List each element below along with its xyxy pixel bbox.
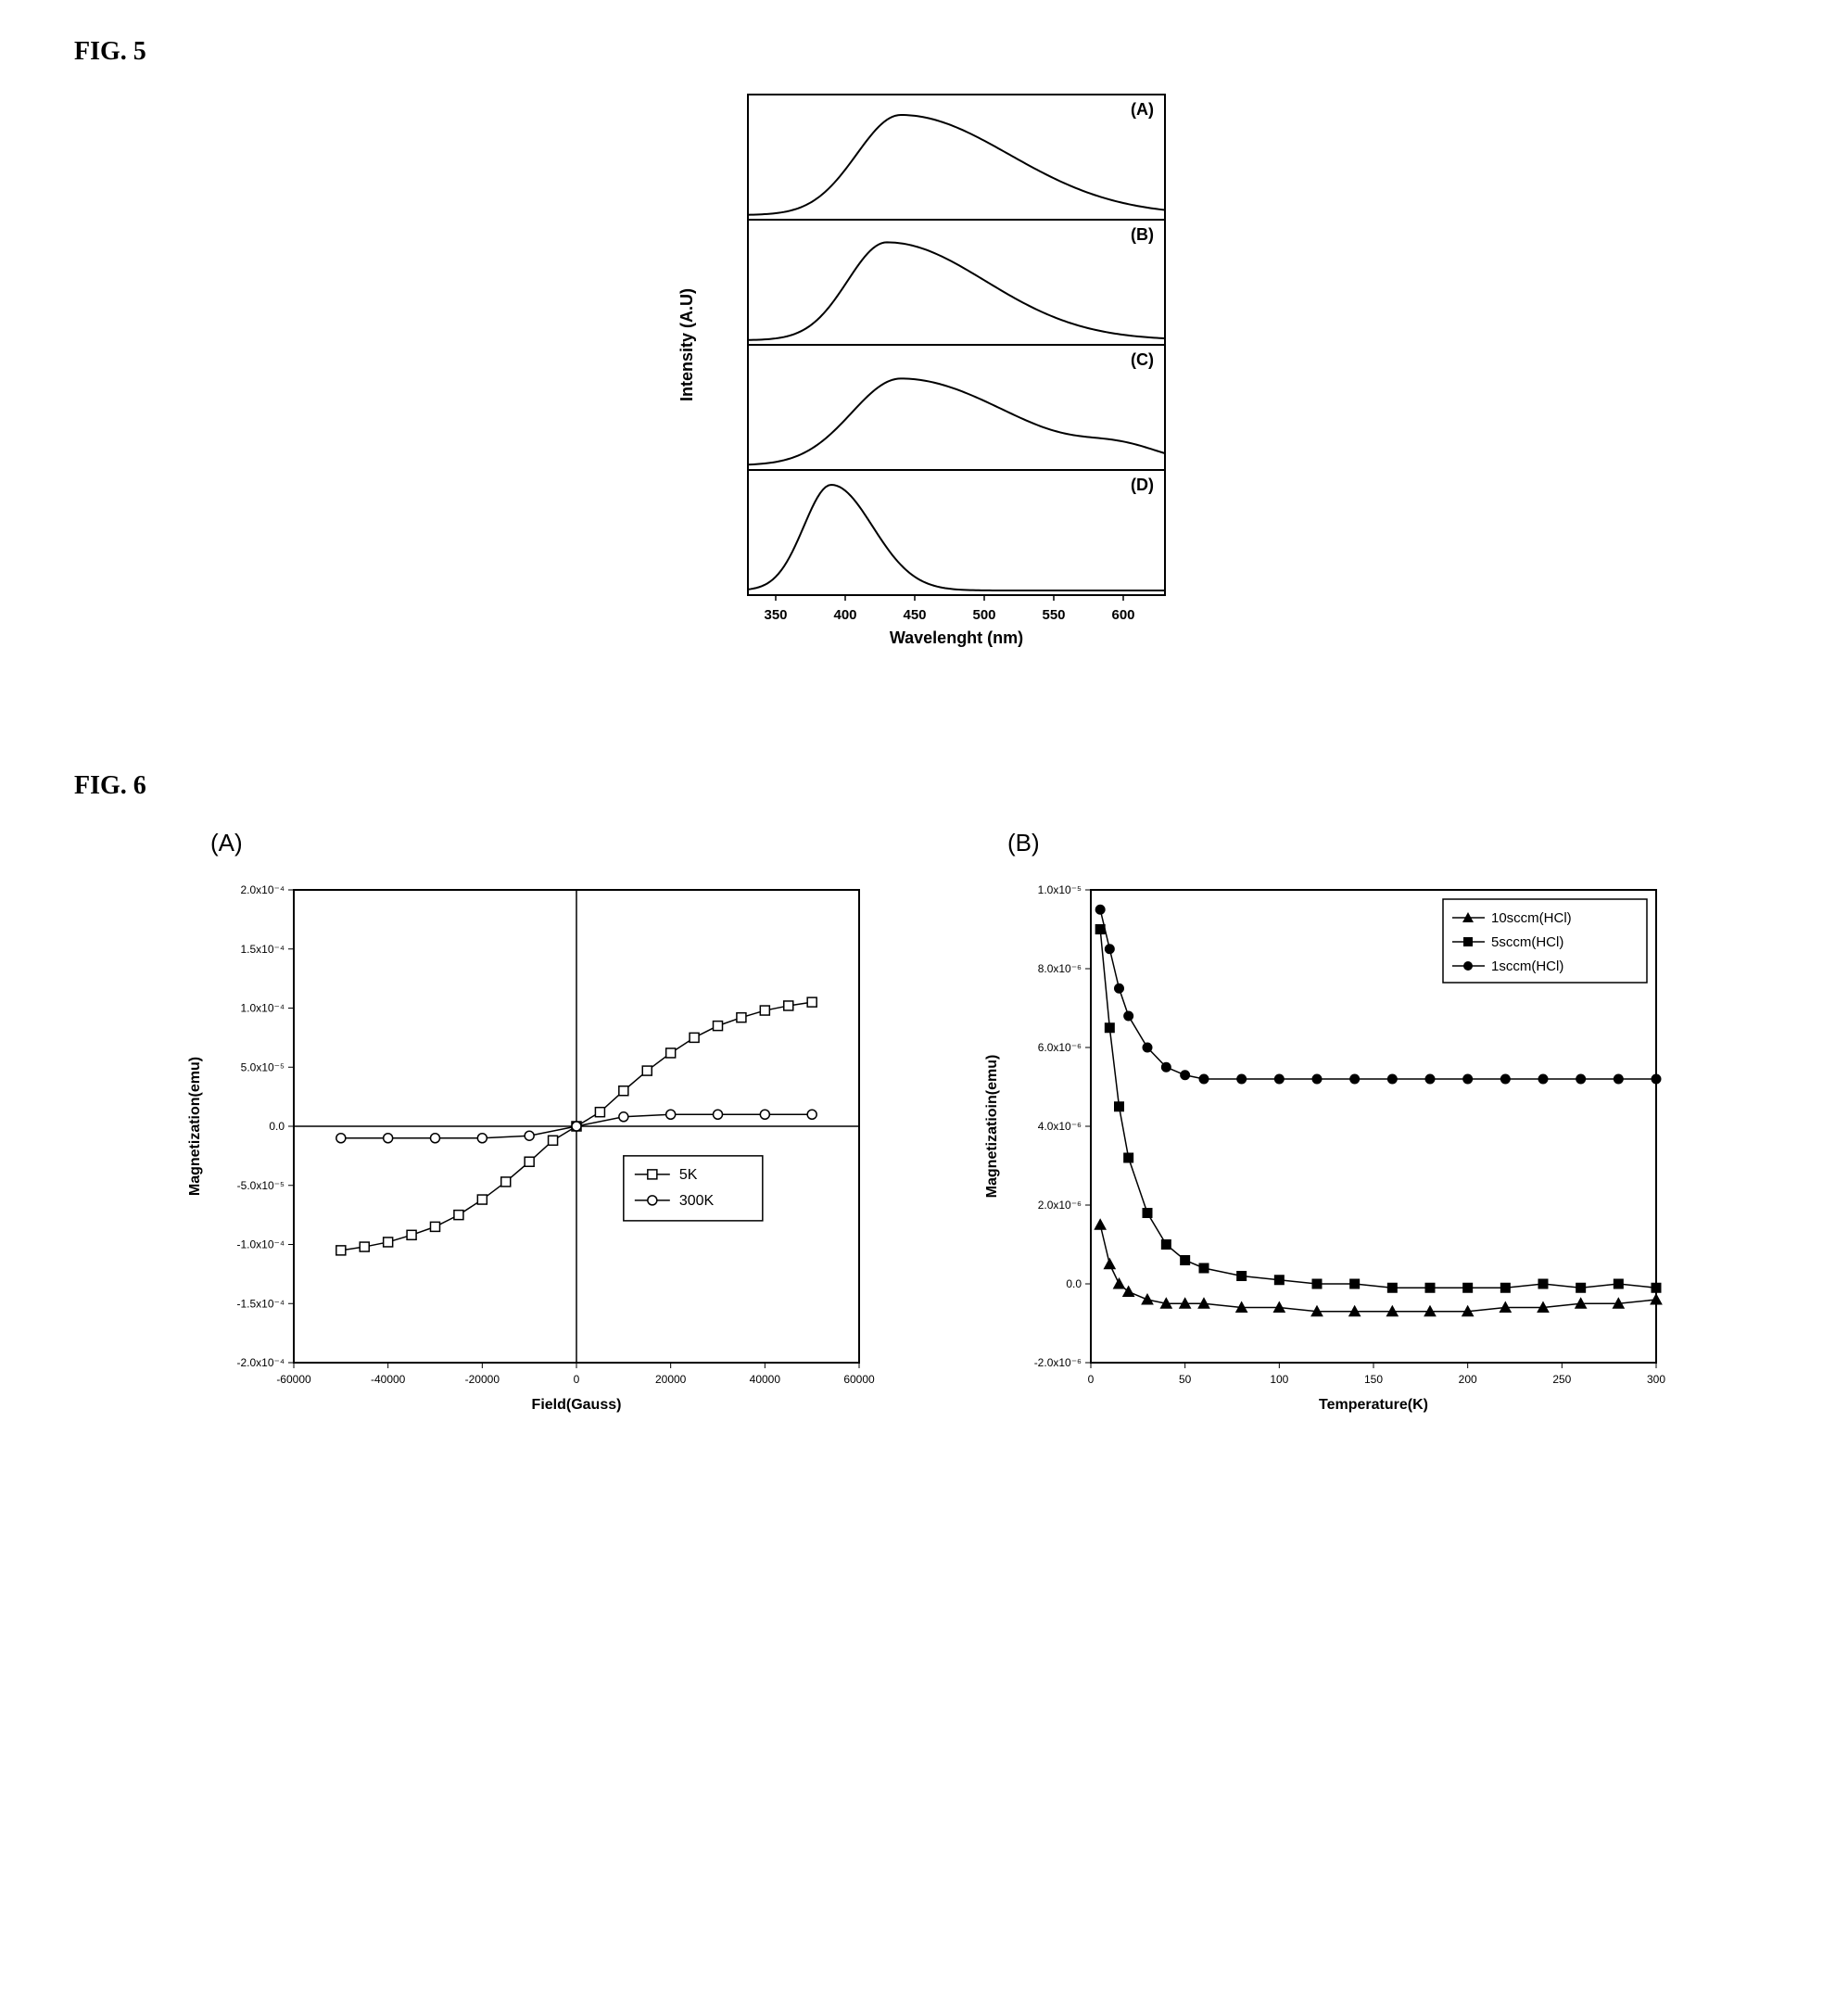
svg-text:-1.0x10⁻⁴: -1.0x10⁻⁴ — [236, 1238, 285, 1251]
svg-text:1.0x10⁻⁴: 1.0x10⁻⁴ — [240, 1002, 285, 1015]
fig5-chart: (A) (B) (C) (D) 350 400 450 500 550 600 Wavelenght… — [665, 85, 1183, 660]
svg-text:-2.0x10⁻⁴: -2.0x10⁻⁴ — [236, 1356, 285, 1369]
svg-text:50: 50 — [1179, 1373, 1192, 1386]
svg-text:300K: 300K — [679, 1193, 715, 1209]
svg-text:Wavelenght (nm): Wavelenght (nm) — [890, 628, 1023, 647]
svg-text:0: 0 — [1088, 1373, 1095, 1386]
svg-text:5sccm(HCl): 5sccm(HCl) — [1491, 934, 1563, 950]
svg-text:(C): (C) — [1131, 350, 1154, 369]
svg-text:200: 200 — [1459, 1373, 1477, 1386]
fig6-label: FIG. 6 — [74, 771, 1774, 801]
svg-text:550: 550 — [1042, 607, 1065, 623]
fig6a-block: (A) -60000 -40000 -20000 0 20000 40000 60000 -2… — [173, 829, 878, 1432]
fig6a-letter: (A) — [210, 829, 878, 857]
svg-text:4.0x10⁻⁶: 4.0x10⁻⁶ — [1038, 1120, 1082, 1133]
svg-text:(A): (A) — [1131, 100, 1154, 119]
svg-text:8.0x10⁻⁶: 8.0x10⁻⁶ — [1038, 962, 1082, 975]
svg-text:5K: 5K — [679, 1167, 698, 1183]
svg-text:2.0x10⁻⁶: 2.0x10⁻⁶ — [1038, 1199, 1082, 1212]
svg-text:2.0x10⁻⁴: 2.0x10⁻⁴ — [240, 883, 285, 896]
svg-text:300: 300 — [1647, 1373, 1665, 1386]
fig6a-chart: -60000 -40000 -20000 0 20000 40000 60000 -2.0x1… — [173, 871, 878, 1428]
svg-text:Field(Gauss): Field(Gauss) — [532, 1397, 622, 1413]
svg-text:Magnetizatioin(emu): Magnetizatioin(emu) — [984, 1055, 1000, 1199]
svg-text:6.0x10⁻⁶: 6.0x10⁻⁶ — [1038, 1041, 1082, 1054]
svg-text:20000: 20000 — [655, 1373, 687, 1386]
svg-text:40000: 40000 — [750, 1373, 781, 1386]
svg-text:600: 600 — [1111, 607, 1134, 623]
svg-text:-40000: -40000 — [371, 1373, 406, 1386]
svg-text:1sccm(HCl): 1sccm(HCl) — [1491, 958, 1563, 974]
svg-text:250: 250 — [1552, 1373, 1571, 1386]
svg-text:1.5x10⁻⁴: 1.5x10⁻⁴ — [240, 943, 285, 956]
svg-text:-20000: -20000 — [465, 1373, 500, 1386]
fig6b-letter: (B) — [1007, 829, 1675, 857]
svg-text:-5.0x10⁻⁵: -5.0x10⁻⁵ — [237, 1179, 285, 1192]
svg-text:0: 0 — [574, 1373, 580, 1386]
svg-text:5.0x10⁻⁵: 5.0x10⁻⁵ — [241, 1060, 285, 1073]
svg-text:10sccm(HCl): 10sccm(HCl) — [1491, 910, 1572, 926]
svg-text:(B): (B) — [1131, 225, 1154, 244]
fig6b-block: (B) 0 50 100 150 200 250 300 -2.0x10⁻⁶ 0.0 2.0x10… — [970, 829, 1675, 1432]
svg-text:-1.5x10⁻⁴: -1.5x10⁻⁴ — [236, 1297, 285, 1310]
svg-text:0.0: 0.0 — [1066, 1277, 1082, 1290]
svg-text:(D): (D) — [1131, 476, 1154, 494]
fig6-container: (A) -60000 -40000 -20000 0 20000 40000 60000 -2… — [74, 829, 1774, 1432]
fig5-container: (A) (B) (C) (D) 350 400 450 500 550 600 Wavelenght… — [74, 85, 1774, 660]
svg-text:500: 500 — [972, 607, 995, 623]
svg-text:Intensity (A.U): Intensity (A.U) — [677, 288, 696, 401]
svg-text:0.0: 0.0 — [269, 1120, 285, 1133]
svg-text:1.0x10⁻⁵: 1.0x10⁻⁵ — [1038, 883, 1082, 896]
svg-text:450: 450 — [903, 607, 926, 623]
svg-text:-60000: -60000 — [276, 1373, 311, 1386]
svg-text:350: 350 — [764, 607, 787, 623]
svg-text:60000: 60000 — [843, 1373, 875, 1386]
svg-text:150: 150 — [1364, 1373, 1383, 1386]
fig6b-chart: 0 50 100 150 200 250 300 -2.0x10⁻⁶ 0.0 2.0x10⁻⁶ 4.… — [970, 871, 1675, 1428]
fig5-label: FIG. 5 — [74, 37, 1774, 67]
svg-text:Temperature(K): Temperature(K) — [1319, 1397, 1428, 1413]
svg-text:100: 100 — [1270, 1373, 1288, 1386]
svg-text:400: 400 — [833, 607, 856, 623]
svg-text:-2.0x10⁻⁶: -2.0x10⁻⁶ — [1034, 1356, 1082, 1369]
svg-text:Magnetization(emu): Magnetization(emu) — [187, 1057, 203, 1196]
